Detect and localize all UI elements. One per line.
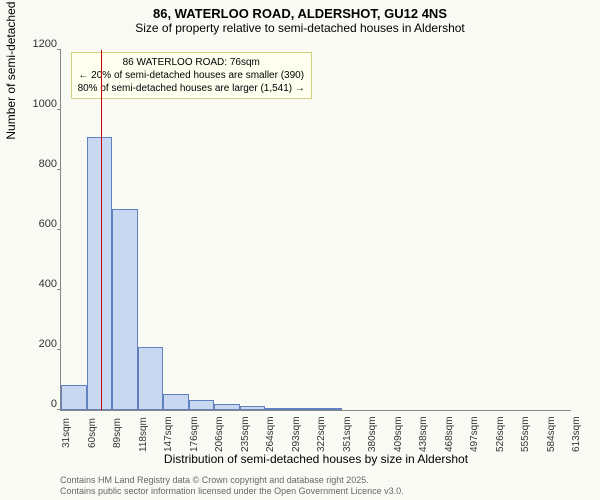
chart-title: 86, WATERLOO ROAD, ALDERSHOT, GU12 4NS: [0, 0, 600, 21]
y-tick-mark: [57, 109, 61, 110]
chart-container: 86, WATERLOO ROAD, ALDERSHOT, GU12 4NS S…: [0, 0, 600, 500]
x-axis-label: Distribution of semi-detached houses by …: [61, 452, 571, 466]
annotation-line-1: 86 WATERLOO ROAD: 76sqm: [78, 56, 305, 69]
histogram-bar: [265, 408, 291, 410]
x-tick-label: 235sqm: [240, 418, 251, 452]
histogram-bar: [61, 385, 87, 411]
histogram-bar: [291, 408, 317, 410]
x-tick-label: 322sqm: [316, 418, 327, 452]
histogram-bar: [87, 137, 113, 410]
x-tick-label: 351sqm: [342, 418, 353, 452]
x-tick-label: 409sqm: [393, 418, 404, 452]
histogram-bar: [316, 408, 342, 410]
y-tick-mark: [57, 229, 61, 230]
y-tick-mark: [57, 169, 61, 170]
chart-subtitle: Size of property relative to semi-detach…: [0, 21, 600, 39]
x-tick-label: 206sqm: [214, 418, 225, 452]
x-tick-label: 613sqm: [571, 418, 582, 452]
x-tick-label: 293sqm: [291, 418, 302, 452]
histogram-bar: [163, 394, 189, 411]
y-tick-label: 200: [21, 338, 57, 350]
y-tick-mark: [57, 349, 61, 350]
x-tick-label: 438sqm: [418, 418, 429, 452]
y-tick-label: 600: [21, 218, 57, 230]
chart-footer: Contains HM Land Registry data © Crown c…: [60, 475, 404, 498]
x-tick-label: 89sqm: [112, 418, 123, 452]
x-tick-label: 584sqm: [546, 418, 557, 452]
x-tick-label: 555sqm: [520, 418, 531, 452]
annotation-line-2: ← 20% of semi-detached houses are smalle…: [78, 69, 305, 82]
footer-line-1: Contains HM Land Registry data © Crown c…: [60, 475, 404, 487]
x-tick-label: 264sqm: [265, 418, 276, 452]
x-tick-label: 468sqm: [444, 418, 455, 452]
y-axis-label: Number of semi-detached properties: [4, 0, 18, 140]
chart-plot-area: Number of semi-detached properties Distr…: [60, 50, 571, 411]
histogram-bar: [240, 406, 266, 410]
histogram-bar: [138, 347, 164, 410]
y-tick-mark: [57, 289, 61, 290]
annotation-line-3: 80% of semi-detached houses are larger (…: [78, 82, 305, 95]
y-tick-label: 0: [21, 398, 57, 410]
histogram-bar: [214, 404, 240, 410]
histogram-bar: [189, 400, 215, 411]
footer-line-2: Contains public sector information licen…: [60, 486, 404, 498]
y-tick-label: 1000: [21, 98, 57, 110]
property-annotation: 86 WATERLOO ROAD: 76sqm ← 20% of semi-de…: [71, 52, 312, 99]
y-tick-mark: [57, 49, 61, 50]
y-tick-label: 400: [21, 278, 57, 290]
histogram-bar: [112, 209, 138, 410]
x-tick-label: 176sqm: [189, 418, 200, 452]
x-tick-label: 147sqm: [163, 418, 174, 452]
x-tick-label: 380sqm: [367, 418, 378, 452]
x-tick-label: 60sqm: [87, 418, 98, 452]
x-tick-label: 118sqm: [138, 418, 149, 452]
y-tick-label: 1200: [21, 38, 57, 50]
y-tick-label: 800: [21, 158, 57, 170]
x-tick-label: 31sqm: [61, 418, 72, 452]
x-tick-label: 526sqm: [495, 418, 506, 452]
property-marker-line: [101, 50, 102, 410]
x-tick-label: 497sqm: [469, 418, 480, 452]
